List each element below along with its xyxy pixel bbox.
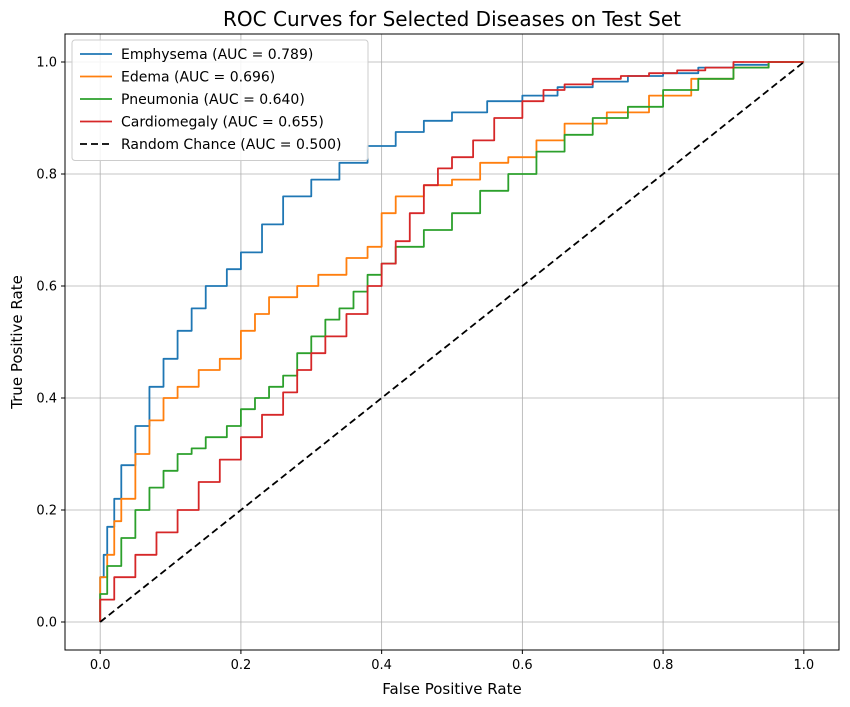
y-tick-label: 0.6	[36, 280, 57, 295]
y-tick-label: 0.8	[36, 168, 57, 183]
x-tick-label: 0.4	[371, 658, 392, 673]
y-tick-label: 0.4	[36, 392, 57, 407]
legend: Emphysema (AUC = 0.789) Edema (AUC = 0.69…	[71, 39, 369, 161]
chart-title: ROC Curves for Selected Diseases on Test…	[223, 7, 681, 31]
legend-entry-label: Pneumonia (AUC = 0.640)	[121, 92, 305, 108]
x-tick-label: 0.6	[512, 658, 533, 673]
legend-box	[71, 39, 369, 161]
series-line-2	[99, 61, 804, 622]
x-tick-label: 0.2	[231, 658, 252, 673]
plot-frame	[64, 33, 840, 651]
y-axis-label: True Positive Rate	[8, 275, 26, 410]
legend-entry-label: Cardiomegaly (AUC = 0.655)	[121, 115, 324, 131]
series-line-4	[99, 61, 805, 623]
tick-layer: 0.0 0.2 0.4 0.6 0.8 1.0 0.0 0.2 0.4 0.6 0.8 1.0	[36, 56, 814, 674]
legend-entry-label: Random Chance (AUC = 0.500)	[121, 137, 342, 153]
y-tick-label: 1.0	[36, 56, 57, 71]
x-axis-label: False Positive Rate	[382, 680, 521, 698]
y-tick-label: 0.0	[36, 616, 57, 631]
x-tick-label: 1.0	[793, 658, 814, 673]
series-line-1	[99, 61, 804, 622]
series-layer	[99, 61, 805, 623]
legend-entry-label: Emphysema (AUC = 0.789)	[121, 47, 313, 63]
y-tick-label: 0.2	[36, 504, 57, 519]
x-tick-label: 0.0	[90, 658, 111, 673]
x-tick-label: 0.8	[653, 658, 674, 673]
series-line-3	[99, 61, 804, 622]
legend-entry-label: Edema (AUC = 0.696)	[121, 70, 275, 86]
